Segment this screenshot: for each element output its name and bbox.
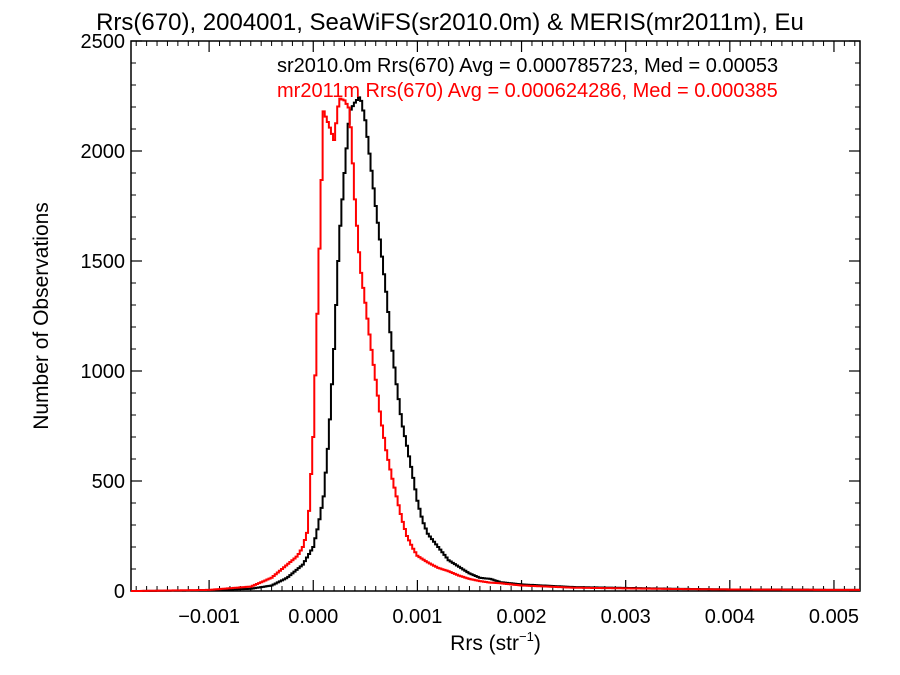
y-axis-label: Number of Observations	[30, 202, 53, 430]
y-axis: 0 500 1000 1500 2000 2500	[81, 31, 860, 603]
x-axis: −0.001 0.000 0.001 0.002 0.003 0.004 0.005	[135, 41, 859, 628]
y-tick-label: 0	[114, 581, 125, 603]
series-line-seawifs	[131, 96, 860, 592]
x-tick-label: 0.002	[497, 606, 547, 628]
x-tick-label: 0.000	[288, 606, 338, 628]
y-tick-label: 500	[92, 471, 125, 493]
y-tick-label: 2500	[81, 31, 126, 53]
y-tick-label: 1000	[81, 361, 126, 383]
x-tick-label: 0.005	[809, 606, 859, 628]
legend-entry-seawifs: sr2010.0m Rrs(670) Avg = 0.000785723, Me…	[277, 55, 778, 77]
x-axis-label: Rrs (str−1)	[450, 629, 541, 655]
series-layer	[131, 96, 860, 592]
plot-frame	[130, 40, 861, 592]
x-tick-label: −0.001	[178, 606, 240, 628]
x-axis-label-text: Rrs (str	[450, 632, 519, 655]
legend-entry-meris: mr2011m Rrs(670) Avg = 0.000624286, Med …	[277, 80, 778, 102]
series-line-meris	[131, 97, 860, 592]
x-axis-label-exponent: −1	[519, 629, 534, 644]
y-tick-label: 2000	[81, 141, 126, 163]
y-tick-label: 1500	[81, 251, 126, 273]
x-tick-label: 0.003	[601, 606, 651, 628]
plot-border	[130, 40, 861, 592]
legend: sr2010.0m Rrs(670) Avg = 0.000785723, Me…	[277, 55, 778, 102]
x-tick-label: 0.004	[705, 606, 755, 628]
x-tick-label: 0.001	[392, 606, 442, 628]
x-axis-label-close: )	[534, 632, 541, 655]
chart-title: Rrs(670), 2004001, SeaWiFS(sr2010.0m) & …	[96, 9, 804, 36]
